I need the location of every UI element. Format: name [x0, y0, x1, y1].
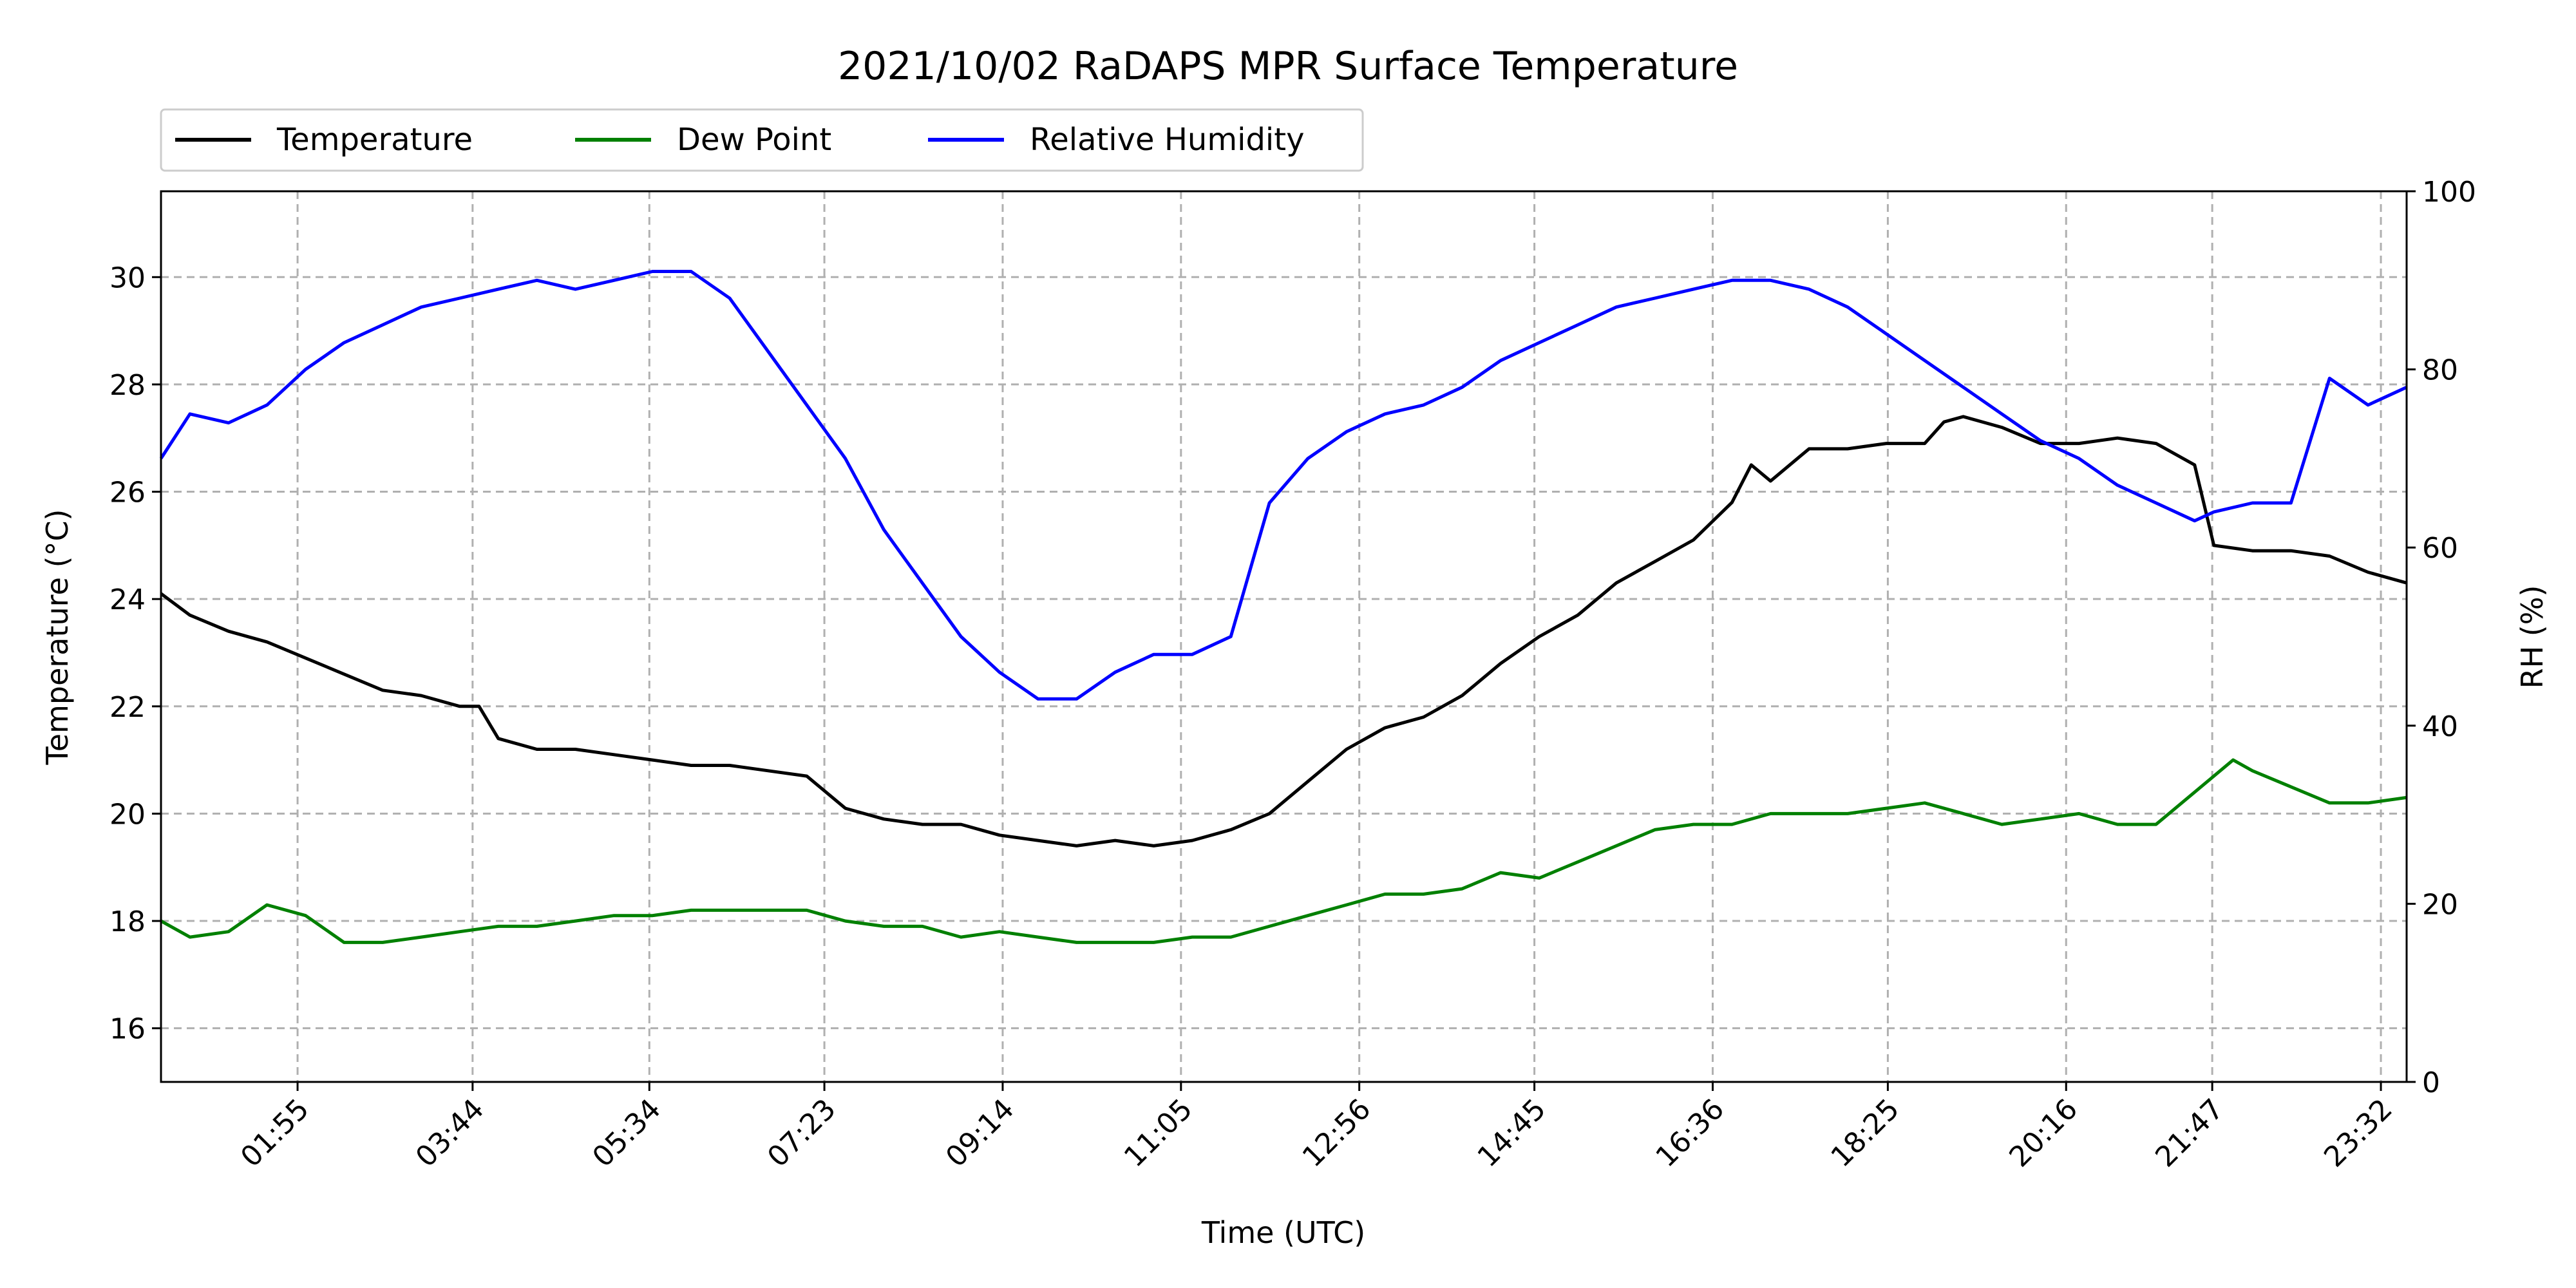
right-tick-label: 0: [2422, 1066, 2440, 1099]
x-tick-label: 09:14: [940, 1093, 1021, 1174]
x-tick-label: 21:47: [2149, 1093, 2230, 1174]
legend-label: Relative Humidity: [1030, 122, 1304, 158]
series-line-relative-humidity: [159, 270, 2408, 701]
x-tick-label: 23:32: [2318, 1093, 2399, 1174]
chart-title: 2021/10/02 RaDAPS MPR Surface Temperatur…: [838, 44, 1738, 89]
series-layer: [159, 270, 2408, 944]
grid-lines: [161, 191, 2407, 1082]
left-tick-label: 20: [109, 798, 146, 831]
left-tick-label: 16: [109, 1013, 146, 1046]
left-tick-label: 18: [109, 905, 146, 938]
x-tick-label: 20:16: [2003, 1093, 2084, 1174]
right-tick-label: 60: [2422, 532, 2458, 565]
x-tick-label: 07:23: [761, 1093, 842, 1174]
right-axis-label: RH (%): [2515, 585, 2550, 689]
right-tick-label: 100: [2422, 176, 2476, 209]
right-tick-label: 80: [2422, 354, 2458, 387]
series-line-dew-point: [160, 758, 2407, 944]
x-axis-label: Time (UTC): [1201, 1215, 1365, 1250]
legend-label: Temperature: [276, 122, 473, 158]
left-tick-label: 26: [109, 477, 146, 509]
legend: Temperature Dew Point Relative Humidity: [160, 108, 1364, 172]
x-tick-label: 18:25: [1824, 1093, 1906, 1174]
legend-label: Dew Point: [677, 122, 831, 158]
legend-box: [160, 108, 1364, 172]
left-tick-label: 30: [109, 261, 146, 294]
left-tick-label: 22: [109, 691, 146, 724]
right-axis-ticks: 0 20 40 60 80 100: [2407, 176, 2476, 1099]
x-tick-label: 14:45: [1472, 1093, 1553, 1174]
right-tick-label: 20: [2422, 888, 2458, 921]
left-axis-ticks: 16 18 20 22 24 26 28 30: [109, 261, 161, 1046]
x-tick-label: 01:55: [234, 1093, 316, 1174]
left-tick-label: 28: [109, 369, 146, 402]
left-axis-label: Temperature (°C): [40, 509, 75, 765]
plot-frame: [160, 190, 2408, 1083]
x-tick-label: 16:36: [1650, 1093, 1731, 1174]
left-tick-label: 24: [109, 583, 146, 616]
x-tick-label: 03:44: [410, 1093, 491, 1174]
x-tick-label: 05:34: [586, 1093, 667, 1174]
x-tick-label: 12:56: [1296, 1093, 1378, 1174]
x-tick-label: 11:05: [1118, 1093, 1199, 1174]
series-line-temperature: [160, 415, 2407, 848]
x-axis-ticks: 01:55 03:44 05:34 07:23 09:14 11:05 12:56 14:45…: [234, 1082, 2399, 1173]
right-tick-label: 40: [2422, 710, 2458, 743]
